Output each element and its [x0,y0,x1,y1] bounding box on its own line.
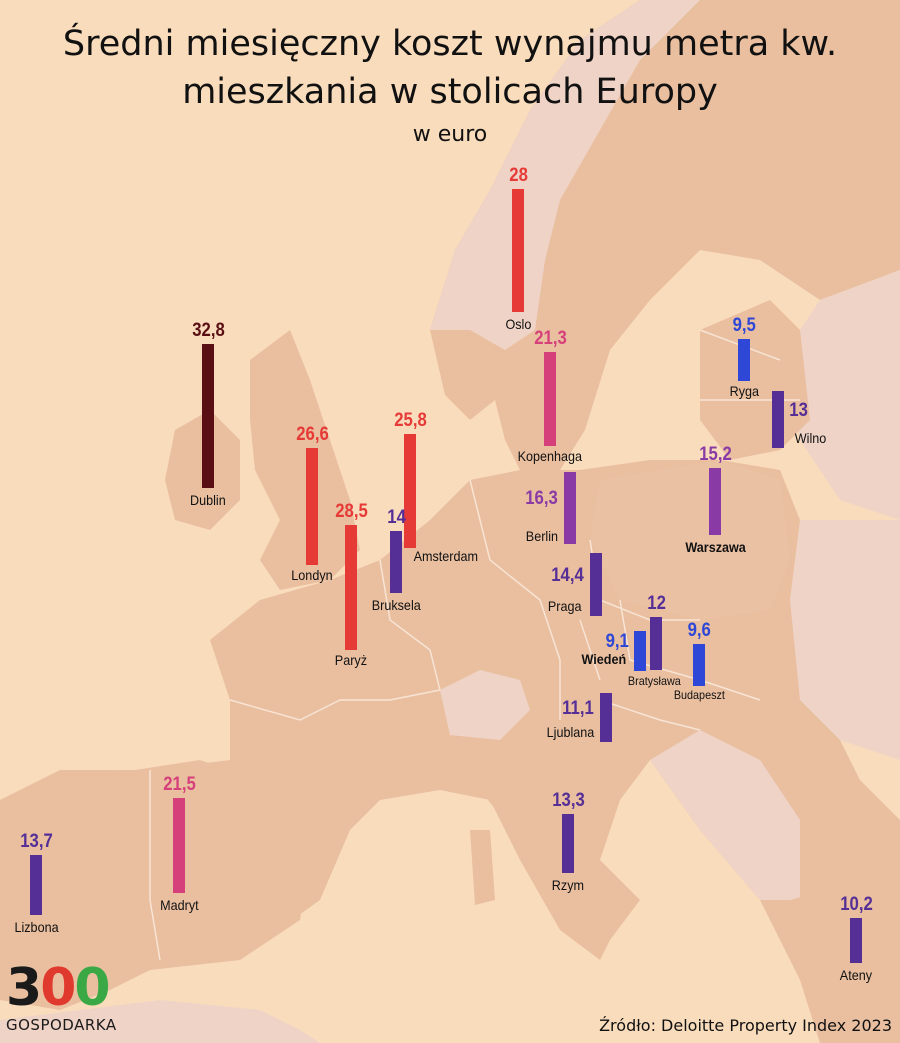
bar-ryga [738,339,750,381]
bar-bruksela [390,531,402,593]
norway-land [430,0,700,350]
bar-amsterdam [404,434,416,548]
ukraine-land [790,520,900,760]
iberia-land [20,760,310,1000]
value-label-wilno: 13 [789,399,808,421]
value-label-ljublana: 11,1 [562,697,594,719]
logo-digit-3: 3 [6,958,42,1018]
chart-title-line-1: Średni miesięczny koszt wynajmu metra kw… [62,24,838,64]
bar-budapeszt [693,644,705,686]
bar-berlin [564,472,576,544]
africa-land [0,1000,320,1043]
poland-land [590,460,790,620]
value-label-ryga: 9,5 [732,315,756,336]
value-label-berlin: 16,3 [525,488,558,509]
city-label-kopenhaga: Kopenhaga [517,448,583,464]
value-label-bratyslawa: 12 [646,593,666,614]
city-label-paryz: Paryż [334,652,368,668]
city-label-bruksela: Bruksela [371,597,421,613]
value-label-warszawa: 15,2 [698,444,732,465]
value-label-ateny: 10,2 [839,894,873,915]
value-label-praga: 14,4 [551,564,584,586]
city-label-warszawa: Warszawa [684,539,746,555]
value-label-lizbona: 13,7 [19,831,53,852]
bar-rzym [562,814,574,873]
city-label-wieden: Wiedeń [581,651,627,667]
bar-oslo [512,189,524,312]
city-label-ryga: Ryga [729,383,759,399]
city-label-londyn: Londyn [291,567,333,583]
value-label-budapeszt: 9,6 [687,620,711,641]
bar-warszawa [709,468,721,535]
city-label-oslo: Oslo [504,316,531,332]
bar-lizbona [30,855,42,915]
city-label-ljublana: Ljublana [546,724,594,740]
city-label-amsterdam: Amsterdam [413,548,478,564]
value-label-rzym: 13,3 [551,790,585,811]
russia-land [780,270,900,520]
bar-madryt [173,798,185,893]
logo-digit-0-red: 0 [40,958,76,1018]
value-label-wieden: 9,1 [605,631,629,652]
city-label-berlin: Berlin [525,528,559,544]
bar-ljublana [600,693,612,742]
source-note: Źródło: Deloitte Property Index 2023 [599,1016,892,1035]
bar-wieden [634,631,646,671]
balkans-land [650,730,800,900]
value-label-amsterdam: 25,8 [393,410,427,431]
city-label-bratyslawa: Bratysława [627,674,681,688]
city-label-ateny: Ateny [839,967,873,983]
bar-paryz [345,525,357,650]
switzerland-land [440,670,530,740]
value-label-kopenhaga: 21,3 [533,328,567,349]
value-label-oslo: 28 [508,165,528,186]
italy-land [480,720,640,940]
sardinia-land [470,830,495,905]
city-label-wilno: Wilno [794,430,826,446]
bar-kopenhaga [544,352,556,446]
logo-digit-0-green: 0 [74,958,110,1018]
bar-londyn [306,448,318,565]
city-label-lizbona: Lizbona [13,919,59,935]
logo: 300 GOSPODARKA [6,960,146,1040]
city-label-praga: Praga [547,598,581,614]
city-label-budapeszt: Budapeszt [673,688,725,702]
value-label-bruksela: 14 [386,507,406,528]
logo-digits: 300 [6,958,111,1018]
city-label-dublin: Dublin [189,492,226,508]
city-label-rzym: Rzym [551,877,584,893]
value-label-madryt: 21,5 [162,774,196,795]
value-label-paryz: 28,5 [334,501,368,522]
city-label-madryt: Madryt [159,897,199,913]
chart-title-line-2: mieszkania w stolicach Europy [182,72,718,112]
chart-subtitle: w euro [412,122,488,147]
bar-praga [590,553,602,616]
britain-land [250,330,360,590]
value-label-dublin: 32,8 [191,320,225,341]
logo-text: GOSPODARKA [6,1016,117,1034]
bar-ateny [850,918,862,963]
bar-dublin [202,344,214,488]
bar-wilno [772,391,784,448]
bar-bratyslawa [650,617,662,670]
value-label-londyn: 26,6 [295,424,329,445]
greece-land [790,880,890,990]
